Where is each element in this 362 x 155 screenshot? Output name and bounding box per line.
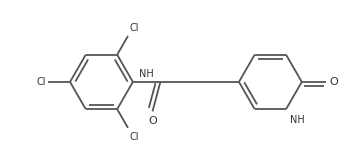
- Text: NH: NH: [290, 115, 305, 125]
- Text: NH: NH: [139, 69, 154, 79]
- Text: O: O: [148, 116, 157, 126]
- Text: Cl: Cl: [37, 77, 46, 87]
- Text: O: O: [329, 77, 338, 87]
- Text: Cl: Cl: [130, 23, 139, 33]
- Text: Cl: Cl: [130, 132, 139, 142]
